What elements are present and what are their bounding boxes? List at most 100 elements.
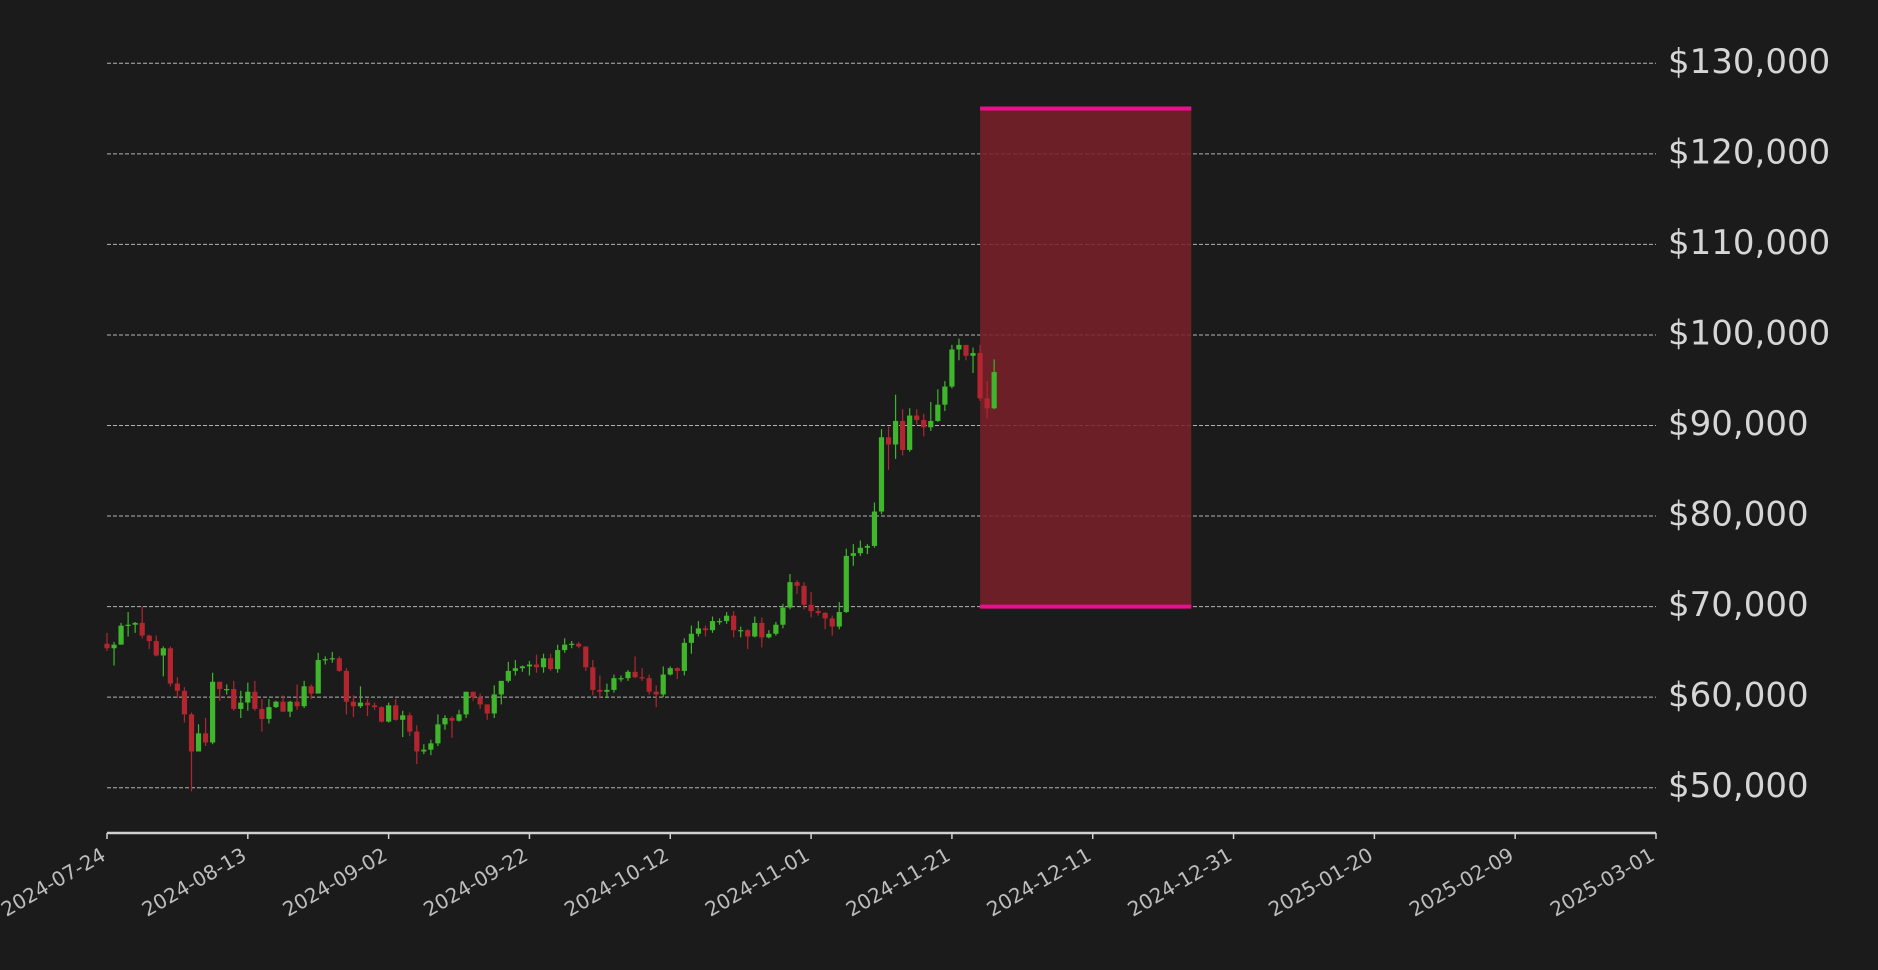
- candle-body: [442, 717, 448, 725]
- candle-body: [273, 701, 279, 708]
- candle-body: [118, 625, 124, 645]
- candle-body: [378, 707, 385, 722]
- candle-body: [294, 701, 300, 707]
- candle-body: [773, 624, 779, 634]
- candle-body: [625, 671, 631, 679]
- x-tick-label: 2024-11-21: [842, 843, 955, 922]
- candle-body: [407, 715, 413, 732]
- candle-body: [871, 511, 878, 546]
- candle-body: [949, 349, 955, 387]
- candle-body: [653, 691, 659, 695]
- x-tick-label: 2024-10-12: [560, 843, 673, 922]
- candle-body: [245, 691, 251, 703]
- x-tick-label: 2025-01-20: [1264, 843, 1377, 922]
- candle-body: [674, 668, 680, 671]
- candle-body: [470, 691, 476, 698]
- candle-body: [315, 660, 321, 694]
- candle-body: [498, 680, 504, 695]
- candle-body: [921, 420, 927, 428]
- candle-body: [449, 717, 455, 721]
- candle-body: [428, 743, 434, 750]
- x-tick-label: 2024-11-01: [701, 843, 814, 922]
- candle-body: [611, 678, 617, 690]
- candle-body: [224, 689, 230, 691]
- candle-body: [780, 607, 786, 625]
- candle-body: [252, 691, 258, 709]
- candle-body: [393, 705, 399, 720]
- candle-body: [702, 628, 709, 631]
- y-tick-label: $50,000: [1668, 766, 1809, 806]
- candle-body: [914, 415, 920, 421]
- candle-body: [963, 344, 969, 356]
- candle-body: [639, 677, 645, 679]
- candle-body: [787, 582, 793, 608]
- x-tick-label: 2024-12-31: [1123, 843, 1236, 922]
- x-tick-label: 2024-08-13: [138, 843, 251, 922]
- y-tick-label: $70,000: [1668, 585, 1809, 625]
- candle-body: [526, 664, 533, 667]
- candle-body: [928, 420, 934, 428]
- candle-body: [604, 689, 610, 692]
- candle-body: [491, 694, 497, 714]
- candle-body: [752, 622, 758, 637]
- candle-body: [512, 668, 518, 671]
- candle-body: [892, 420, 899, 445]
- candle-body: [308, 686, 314, 694]
- candle-body: [681, 642, 687, 671]
- candle-body: [343, 670, 349, 702]
- candle-body: [195, 733, 202, 752]
- y-tick-label: $80,000: [1668, 495, 1809, 535]
- candle-body: [576, 643, 582, 647]
- y-tick-label: $60,000: [1668, 676, 1809, 716]
- y-tick-label: $90,000: [1668, 404, 1809, 444]
- candle-body: [533, 664, 540, 668]
- candle-body: [590, 667, 596, 690]
- candle-body: [597, 689, 603, 692]
- candle-body: [153, 641, 159, 656]
- candle-body: [900, 420, 906, 450]
- candle-body: [646, 678, 652, 692]
- candle-body: [724, 615, 730, 622]
- candle-body: [956, 344, 962, 350]
- candle-body: [745, 630, 751, 637]
- candle-body: [801, 585, 807, 605]
- candle-body: [667, 668, 673, 675]
- candle-body: [991, 372, 997, 409]
- x-tick-label: 2024-12-11: [983, 843, 1096, 922]
- y-tick-label: $110,000: [1668, 223, 1830, 263]
- candle-body: [364, 702, 371, 706]
- candle-body: [357, 702, 364, 707]
- candle-body: [850, 553, 856, 556]
- candle-body: [766, 633, 772, 638]
- candle-body: [808, 604, 814, 612]
- x-tick-label: 2024-09-22: [419, 843, 532, 922]
- candle-body: [329, 658, 335, 660]
- candle-body: [414, 731, 420, 752]
- candle-body: [287, 701, 293, 712]
- candle-body: [160, 648, 166, 656]
- x-tick-label: 2024-09-02: [278, 843, 391, 922]
- zone: [980, 108, 1192, 607]
- candle-body: [857, 547, 863, 554]
- candle-body: [583, 646, 589, 668]
- candle-body: [935, 404, 941, 421]
- candle-body: [231, 689, 237, 709]
- candle-body: [484, 704, 490, 714]
- candle-body: [878, 437, 885, 512]
- candle-body: [202, 733, 209, 743]
- candle-body: [731, 615, 737, 631]
- candle-body: [632, 671, 638, 678]
- candle-body: [970, 353, 976, 356]
- candle-body: [104, 643, 110, 649]
- candle-body: [210, 681, 216, 743]
- candle-body: [822, 612, 828, 619]
- candle-body: [569, 643, 575, 645]
- x-tick-label: 2025-03-01: [1546, 843, 1659, 922]
- candle-body: [759, 622, 765, 638]
- candle-body: [139, 622, 145, 636]
- candle-body: [386, 705, 392, 722]
- candle-body: [688, 633, 694, 643]
- candle-body: [864, 545, 871, 548]
- x-tick-label: 2025-02-09: [1405, 843, 1518, 922]
- candle-body: [280, 701, 286, 712]
